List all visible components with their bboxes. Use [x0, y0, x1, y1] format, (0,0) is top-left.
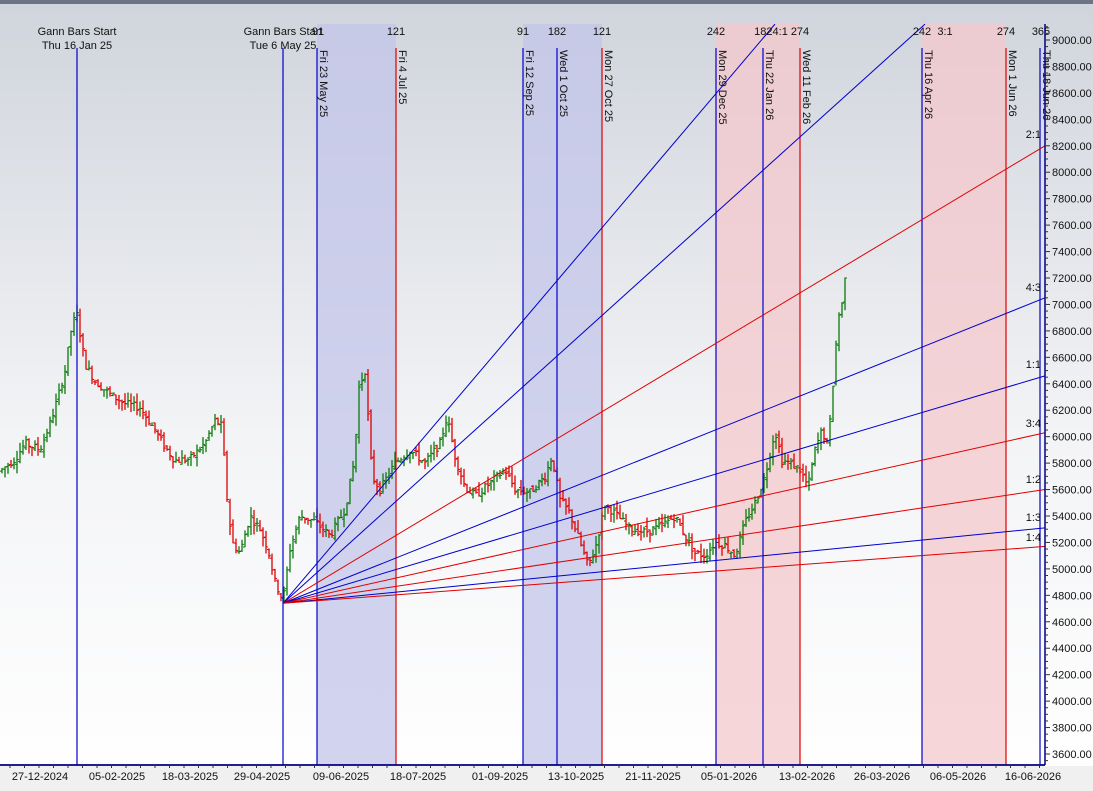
gann-bars-start-label: Gann Bars Start — [38, 26, 117, 38]
cycle-count-label: 274 — [791, 26, 809, 38]
fan-ratio-label: 1:4 — [1026, 532, 1041, 544]
date-tick-label: 16-06-2026 — [1005, 771, 1061, 783]
price-tick-label: 7800.00 — [1052, 194, 1092, 206]
price-tick-label: 8800.00 — [1052, 61, 1092, 73]
gann-bars-start-label: Gann Bars Start — [244, 26, 323, 38]
gann-fan-line-1-4 — [282, 545, 1046, 604]
price-tick-label: 4000.00 — [1052, 696, 1092, 708]
shaded-band — [523, 24, 602, 765]
shaded-band — [716, 24, 800, 765]
gann-fan-line-1-3 — [282, 527, 1046, 604]
fan-ratio-label: 2:1 — [1026, 129, 1041, 141]
cycle-count-label: 121 — [593, 26, 611, 38]
date-tick-label: 18-07-2025 — [390, 771, 446, 783]
gann-fan-line-1-1 — [282, 375, 1046, 604]
price-tick-label: 7200.00 — [1052, 273, 1092, 285]
price-tick-label: 8200.00 — [1052, 141, 1092, 153]
time-cycle-date-label: Thu 18 Jun 26 — [1040, 50, 1052, 120]
date-tick-label: 18-03-2025 — [162, 771, 218, 783]
date-tick-label: 06-05-2026 — [930, 771, 986, 783]
shaded-band — [317, 24, 396, 765]
gann-bars-start-date: Tue 6 May 25 — [250, 40, 317, 52]
fan-ratio-label: 4:3 — [1026, 282, 1041, 294]
price-tick-label: 5800.00 — [1052, 458, 1092, 470]
fan-ratio-label: 1:1 — [1026, 359, 1041, 371]
price-tick-label: 5600.00 — [1052, 485, 1092, 497]
gann-fan-line-4-1 — [282, 23, 776, 604]
fan-ratio-label: 1:3 — [1026, 512, 1041, 524]
price-tick-label: 8400.00 — [1052, 114, 1092, 126]
cycle-count-label: 91 — [517, 26, 529, 38]
window-top-border — [0, 0, 1093, 4]
time-cycle-bands — [317, 24, 1006, 765]
price-tick-label: 5000.00 — [1052, 564, 1092, 576]
shaded-band — [922, 24, 1006, 765]
price-tick-label: 9000.00 — [1052, 35, 1092, 47]
price-tick-label: 6600.00 — [1052, 352, 1092, 364]
price-tick-label: 4200.00 — [1052, 670, 1092, 682]
price-tick-label: 6400.00 — [1052, 379, 1092, 391]
price-axis[interactable]: 9000.00 8800.00 8600.00 8400.00 8200.00 8000.… — [1044, 24, 1092, 765]
price-tick-label: 7000.00 — [1052, 299, 1092, 311]
fan-ratio-label: 3:4 — [1026, 418, 1041, 430]
price-tick-label: 8600.00 — [1052, 88, 1092, 100]
price-tick-label: 6000.00 — [1052, 432, 1092, 444]
date-tick-label: 01-09-2025 — [472, 771, 528, 783]
time-cycle-lines: Gann Bars Start Thu 16 Jan 25 Gann Bars St… — [38, 26, 1052, 765]
time-cycle-date-label: Fri 23 May 25 — [317, 50, 329, 117]
time-cycle-date-label: Fri 4 Jul 25 — [396, 50, 408, 104]
date-tick-label: 26-03-2026 — [854, 771, 910, 783]
top-labels: 91 121 91 182 121 242 1824:1 274 242 3:1 274 365 — [312, 26, 1050, 38]
gann-fan-line-1-2 — [282, 489, 1046, 604]
price-tick-label: 5200.00 — [1052, 537, 1092, 549]
cycle-count-label: 242 — [707, 26, 725, 38]
price-tick-label: 4600.00 — [1052, 617, 1092, 629]
cycle-count-label: 121 — [387, 26, 405, 38]
date-tick-label: 13-10-2025 — [548, 771, 604, 783]
gann-fan-line-4-3 — [282, 297, 1046, 604]
gann-fan-line-3-1 — [282, 23, 926, 604]
gann-fan-line-2-1 — [282, 145, 1046, 604]
date-tick-label: 29-04-2025 — [234, 771, 290, 783]
price-tick-label: 4400.00 — [1052, 643, 1092, 655]
time-cycle-date-label: Wed 11 Feb 26 — [800, 50, 812, 124]
price-tick-label: 5400.00 — [1052, 511, 1092, 523]
date-axis[interactable]: 27-12-2024 05-02-2025 18-03-2025 29-04-2025… — [0, 764, 1093, 791]
price-tick-label: 8000.00 — [1052, 167, 1092, 179]
cycle-count-label: 182 — [548, 26, 566, 38]
time-cycle-date-label: Mon 1 Jun 26 — [1006, 50, 1018, 117]
gann-bars-start-date: Thu 16 Jan 25 — [42, 40, 112, 52]
date-tick-label: 27-12-2024 — [12, 771, 68, 783]
price-tick-label: 7400.00 — [1052, 247, 1092, 259]
price-tick-label: 4800.00 — [1052, 590, 1092, 602]
time-cycle-date-label: Fri 12 Sep 25 — [523, 50, 535, 116]
price-tick-label: 3800.00 — [1052, 723, 1092, 735]
date-tick-label: 09-06-2025 — [313, 771, 369, 783]
date-tick-label: 05-02-2025 — [89, 771, 145, 783]
time-cycle-date-label: Mon 29 Dec 25 — [716, 50, 728, 125]
time-cycle-date-label: Thu 16 Apr 26 — [922, 50, 934, 119]
cycle-count-label: 1824:1 — [754, 26, 788, 38]
date-tick-label: 21-11-2025 — [625, 771, 680, 783]
price-chart[interactable]: Gann Bars Start Thu 16 Jan 25 Gann Bars St… — [0, 4, 1093, 791]
price-tick-label: 6200.00 — [1052, 405, 1092, 417]
cycle-count-label: 274 — [997, 26, 1015, 38]
price-tick-label: 7600.00 — [1052, 220, 1092, 232]
cycle-count-label: 242 — [913, 26, 931, 38]
fan-ratio-label: 1:2 — [1026, 474, 1041, 486]
gann-fan-line-3-4 — [282, 432, 1046, 604]
price-tick-label: 3600.00 — [1052, 749, 1092, 761]
time-cycle-date-label: Thu 22 Jan 26 — [763, 50, 775, 120]
date-axis-background — [0, 766, 1093, 791]
time-cycle-date-label: Mon 27 Oct 25 — [602, 50, 614, 122]
cycle-count-label: 91 — [312, 26, 324, 38]
date-tick-label: 05-01-2026 — [701, 771, 757, 783]
cycle-count-label: 365 — [1032, 26, 1050, 38]
date-tick-label: 13-02-2026 — [779, 771, 835, 783]
price-tick-label: 6800.00 — [1052, 326, 1092, 338]
time-cycle-date-label: Wed 1 Oct 25 — [557, 50, 569, 117]
cycle-count-label: 3:1 — [937, 26, 952, 38]
gann-fan: 2:1 4:3 1:1 3:4 1:2 1:3 1:4 — [282, 23, 1046, 604]
